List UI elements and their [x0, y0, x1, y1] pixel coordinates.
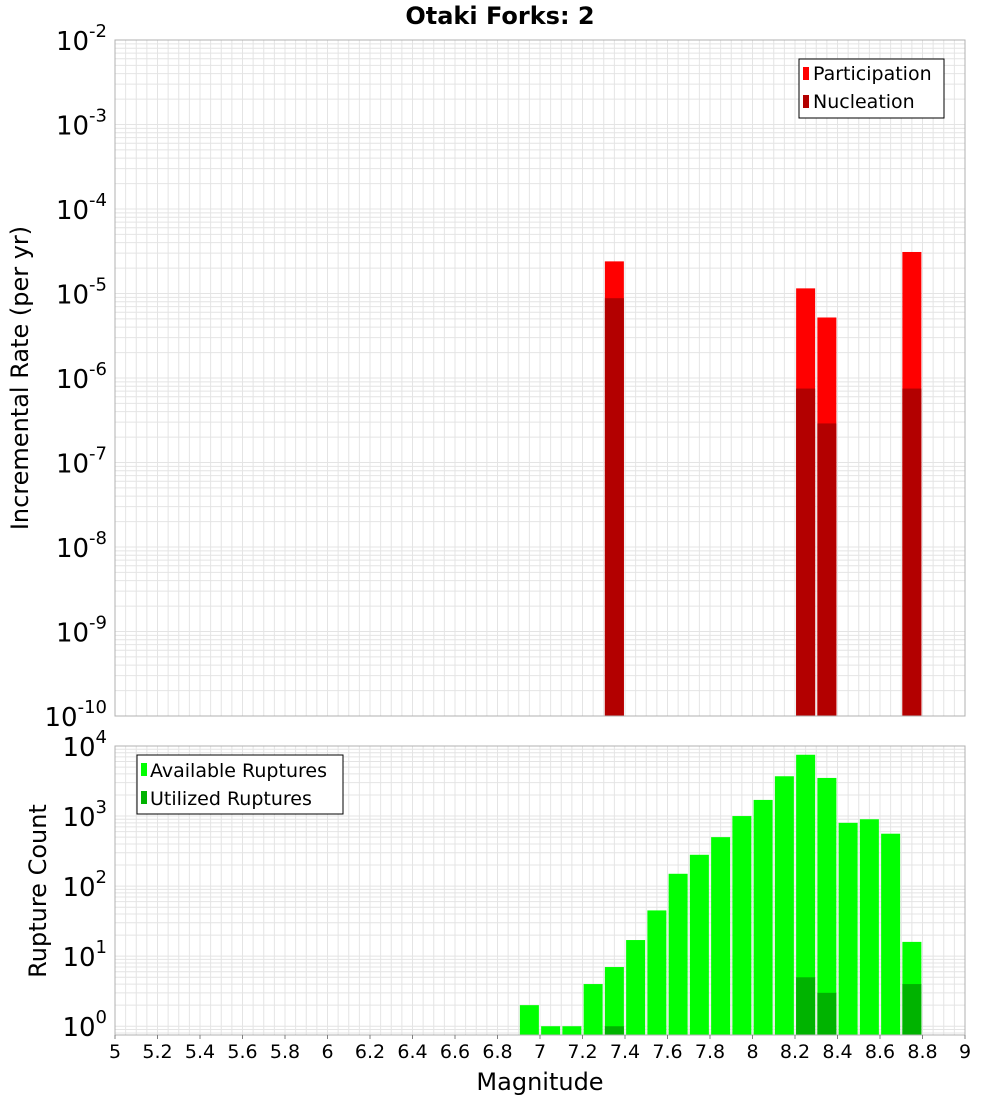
count-bar-available-ruptures	[604, 967, 624, 1035]
x-tick-label: 8.6	[865, 1041, 895, 1063]
rate-y-tick-label: 10-9	[56, 613, 107, 649]
rate-panel: 10-10 10-9 10-8 10-7 10-6 10-5 10-4 10-3 10-2 In…	[6, 21, 966, 733]
x-tick-label: 7.4	[610, 1041, 640, 1063]
count-y-tick-label: 104	[62, 727, 107, 763]
rate-y-ticks: 10-10 10-9 10-8 10-7 10-6 10-5 10-4 10-3 10-2	[45, 21, 108, 733]
rate-bar-nucleation	[796, 388, 816, 716]
count-bars	[519, 754, 922, 1035]
x-tick-label: 7.2	[567, 1041, 597, 1063]
rate-y-tick-label: 10-6	[56, 359, 107, 395]
x-tick-label: 8.8	[907, 1041, 937, 1063]
count-y-axis-label: Rupture Count	[24, 804, 52, 978]
legend-swatch-participation	[803, 67, 809, 80]
rate-legend-box	[798, 58, 945, 119]
count-bar-available-ruptures	[732, 816, 752, 1035]
x-tick-label: 5.6	[227, 1041, 257, 1063]
x-tick-label: 6.2	[355, 1041, 385, 1063]
rate-bar-nucleation	[604, 298, 624, 716]
rate-y-axis-label: Incremental Rate (per yr)	[6, 226, 34, 530]
x-tick-label: 6.4	[397, 1041, 427, 1063]
x-tick-label: 8.2	[780, 1041, 810, 1063]
rate-y-tick-label: 10-10	[45, 697, 108, 733]
count-bar-available-ruptures	[689, 854, 709, 1035]
count-bar-available-ruptures	[753, 799, 773, 1035]
x-tick-label: 7.8	[695, 1041, 725, 1063]
x-tick-label: 5	[109, 1041, 121, 1063]
count-bar-utilized-ruptures	[796, 977, 816, 1035]
legend-swatch-available	[141, 763, 147, 776]
count-bar-available-ruptures	[519, 1005, 539, 1035]
count-bar-utilized-ruptures	[817, 992, 837, 1035]
x-ticks: 5 5.2 5.4 5.6 5.8 6 6.2 6.4 6.6 6.8 7 7.2 7.4 7.6 7.8 8…	[109, 1035, 971, 1063]
x-tick-label: 5.4	[185, 1041, 215, 1063]
legend-label-available: Available Ruptures	[150, 760, 327, 782]
count-bar-available-ruptures	[796, 754, 816, 1035]
rate-y-tick-label: 10-7	[56, 444, 107, 480]
count-y-tick-label: 102	[62, 867, 107, 903]
count-bar-available-ruptures	[668, 873, 688, 1035]
x-tick-label: 8	[746, 1041, 758, 1063]
count-bar-available-ruptures	[647, 910, 667, 1035]
x-tick-label: 5.8	[270, 1041, 300, 1063]
rate-y-tick-label: 10-5	[56, 275, 107, 311]
rate-bar-nucleation	[902, 388, 922, 716]
rate-grid	[115, 40, 965, 716]
rate-bars	[604, 251, 922, 717]
count-bar-available-ruptures	[838, 822, 858, 1035]
legend-label-utilized: Utilized Ruptures	[150, 788, 312, 810]
x-tick-label: 5.2	[142, 1041, 172, 1063]
count-y-ticks: 100 101 102 103 104	[62, 727, 107, 1043]
rate-y-tick-label: 10-4	[56, 190, 107, 226]
legend-swatch-utilized	[141, 791, 147, 804]
count-legend-box	[136, 754, 344, 815]
count-y-tick-label: 103	[62, 797, 107, 833]
rate-plot-frame	[114, 39, 966, 717]
count-y-tick-label: 101	[62, 937, 107, 973]
rate-y-tick-label: 10-8	[56, 528, 107, 564]
x-tick-label: 6.6	[440, 1041, 470, 1063]
legend-label-nucleation: Nucleation	[813, 91, 915, 113]
count-bar-utilized-ruptures	[902, 984, 922, 1035]
count-legend: Available Ruptures Utilized Ruptures	[136, 754, 344, 815]
count-bar-available-ruptures	[859, 819, 879, 1035]
x-tick-label: 6.8	[482, 1041, 512, 1063]
count-bar-utilized-ruptures	[604, 1026, 624, 1035]
count-bar-available-ruptures	[711, 837, 731, 1035]
count-panel: 100 101 102 103 104 5 5.2 5.4 5.6 5.8 6 6.2 6.4 6.6 6…	[24, 727, 971, 1096]
chart-title: Otaki Forks: 2	[405, 2, 594, 30]
x-tick-label: 8.4	[822, 1041, 852, 1063]
count-y-tick-label: 100	[62, 1007, 107, 1043]
legend-label-participation: Participation	[813, 63, 932, 85]
count-bar-available-ruptures	[881, 833, 901, 1035]
count-bar-available-ruptures	[817, 777, 837, 1035]
rate-y-tick-label: 10-3	[56, 106, 107, 142]
count-bar-available-ruptures	[583, 984, 603, 1035]
rate-y-tick-label: 10-2	[56, 21, 107, 57]
count-bar-available-ruptures	[541, 1026, 561, 1035]
legend-swatch-nucleation	[803, 95, 809, 108]
x-tick-label: 7	[534, 1041, 546, 1063]
x-tick-label: 7.6	[652, 1041, 682, 1063]
rate-bar-nucleation	[817, 423, 837, 716]
count-bar-available-ruptures	[626, 940, 646, 1035]
count-bar-available-ruptures	[774, 776, 794, 1035]
x-tick-label: 9	[959, 1041, 971, 1063]
rate-legend: Participation Nucleation	[798, 58, 945, 119]
x-axis-label: Magnitude	[476, 1068, 603, 1096]
count-bar-available-ruptures	[562, 1026, 582, 1035]
x-tick-label: 6	[321, 1041, 333, 1063]
